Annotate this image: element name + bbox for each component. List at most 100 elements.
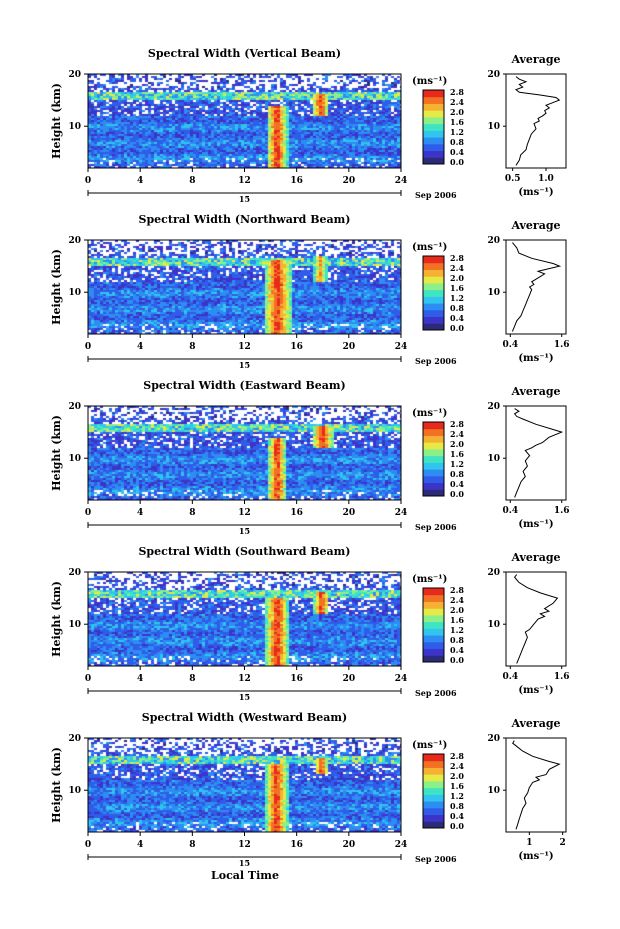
colorbar-swatch — [423, 807, 444, 816]
avg-profile-line — [515, 76, 561, 166]
avg-x-tick-label: 1 — [526, 838, 532, 848]
colorbar-unit: (ms⁻¹) — [412, 740, 447, 751]
colorbar-tick-label: 2.0 — [450, 439, 464, 449]
panel-title: Spectral Width (Eastward Beam) — [143, 379, 345, 392]
y-axis-label: Height (km) — [50, 249, 63, 325]
colorbar-swatch — [423, 303, 444, 311]
date-label: Sep 2006 — [415, 522, 457, 532]
colorbar-swatch — [423, 428, 444, 436]
y-tick-label: 20 — [68, 402, 81, 412]
colorbar-swatch — [423, 462, 444, 470]
avg-y-tick-label: 10 — [487, 454, 500, 464]
x-tick-label: 0 — [85, 674, 91, 684]
colorbar-swatch — [423, 455, 444, 463]
colorbar-swatch — [423, 787, 444, 795]
avg-profile-line — [511, 242, 562, 332]
avg-title: Average — [510, 717, 560, 730]
date-label: Sep 2006 — [415, 190, 457, 200]
colorbar-swatch — [423, 316, 444, 324]
x-tick-label: 8 — [189, 508, 195, 518]
avg-x-tick-label: 0.5 — [505, 174, 521, 184]
colorbar-swatch — [423, 289, 444, 297]
x-tick-label: 12 — [238, 508, 251, 518]
colorbar-swatch — [423, 635, 444, 643]
avg-frame — [505, 239, 567, 335]
colorbar-swatch — [423, 588, 444, 596]
x-tick-label: 8 — [189, 342, 195, 352]
avg-title: Average — [510, 385, 560, 398]
avg-frame — [505, 737, 567, 833]
panel-3: Spectral Width (Eastward Beam) 10 20 Height… — [50, 379, 570, 536]
avg-y-tick-label: 10 — [487, 620, 500, 630]
avg-unit: (ms⁻¹) — [518, 685, 553, 696]
colorbar-frame — [422, 421, 445, 497]
colorbar-swatch — [423, 96, 444, 104]
x-tick-label: 20 — [343, 674, 356, 684]
panel-5: Spectral Width (Westward Beam)1020Height… — [50, 711, 567, 868]
y-axis-label: Height (km) — [50, 747, 63, 823]
colorbar-swatch — [423, 137, 444, 145]
avg-x-tick-label: 1.6 — [554, 506, 570, 516]
x-tick-label: 20 — [343, 342, 356, 352]
colorbar-tick-label: 0.0 — [450, 157, 464, 167]
colorbar-frame — [422, 587, 445, 663]
panel-title: Spectral Width (Southward Beam) — [138, 545, 350, 558]
x-tick-label: 4 — [137, 342, 143, 352]
x-tick-label: 24 — [395, 342, 408, 352]
colorbar-swatch — [423, 794, 444, 802]
colorbar-swatch — [423, 774, 444, 782]
avg-x-tick-label: 1.6 — [554, 672, 570, 682]
colorbar-swatch — [423, 601, 444, 609]
colorbar-frame — [422, 89, 445, 165]
day-label: 15 — [239, 360, 250, 370]
colorbar-tick-label: 0.8 — [450, 801, 464, 811]
colorbar-tick-label: 2.0 — [450, 605, 464, 615]
day-label: 15 — [239, 692, 250, 702]
colorbar-tick-label: 1.6 — [450, 781, 464, 791]
x-tick-label: 16 — [290, 342, 303, 352]
colorbar-swatch — [423, 608, 444, 616]
colorbar-tick-label: 0.8 — [450, 137, 464, 147]
avg-y-tick-label: 10 — [487, 122, 500, 132]
heatmap-image — [88, 74, 401, 168]
y-axis-label: Height (km) — [50, 581, 63, 657]
colorbar-tick-label: 1.2 — [450, 293, 464, 303]
colorbar-tick-label: 2.0 — [450, 107, 464, 117]
colorbar-swatch — [423, 614, 444, 623]
colorbar-swatch — [423, 821, 444, 829]
colorbar-swatch — [423, 814, 444, 822]
colorbar-tick-label: 1.6 — [450, 283, 464, 293]
avg-y-tick-label: 10 — [487, 288, 500, 298]
colorbar-tick-label: 1.6 — [450, 615, 464, 625]
colorbar-swatch — [423, 475, 444, 484]
colorbar-tick-label: 0.4 — [450, 811, 464, 821]
avg-frame — [505, 73, 567, 169]
x-tick-label: 4 — [137, 840, 143, 850]
x-tick-label: 16 — [290, 840, 303, 850]
x-tick-label: 12 — [238, 342, 251, 352]
colorbar-swatch — [423, 130, 444, 138]
colorbar-tick-label: 1.2 — [450, 791, 464, 801]
panel-1: Spectral Width (Vertical Beam) 10 20 Height… — [50, 47, 567, 204]
avg-title: Average — [510, 551, 560, 564]
panel-2: Spectral Width (Northward Beam) 10 20 Heigh… — [50, 213, 570, 370]
x-tick-label: 16 — [290, 176, 303, 186]
avg-y-tick-label: 20 — [487, 236, 500, 246]
avg-x-tick-label: 0.4 — [502, 506, 518, 516]
colorbar-unit: (ms⁻¹) — [412, 76, 447, 87]
colorbar-swatch — [423, 103, 444, 111]
avg-y-tick-label: 20 — [487, 70, 500, 80]
colorbar-tick-label: 0.0 — [450, 655, 464, 665]
colorbar-swatch — [423, 323, 444, 331]
day-label: 15 — [239, 858, 250, 868]
avg-x-tick-label: 1.6 — [554, 340, 570, 350]
heatmap-image — [88, 738, 401, 832]
panel-title: Spectral Width (Westward Beam) — [142, 711, 347, 724]
x-tick-label: 0 — [85, 342, 91, 352]
avg-y-tick-label: 20 — [487, 402, 500, 412]
avg-frame — [505, 405, 567, 501]
colorbar-swatch — [423, 628, 444, 636]
avg-profile-line — [513, 574, 559, 664]
date-label: Sep 2006 — [415, 688, 457, 698]
date-label: Sep 2006 — [415, 854, 457, 864]
